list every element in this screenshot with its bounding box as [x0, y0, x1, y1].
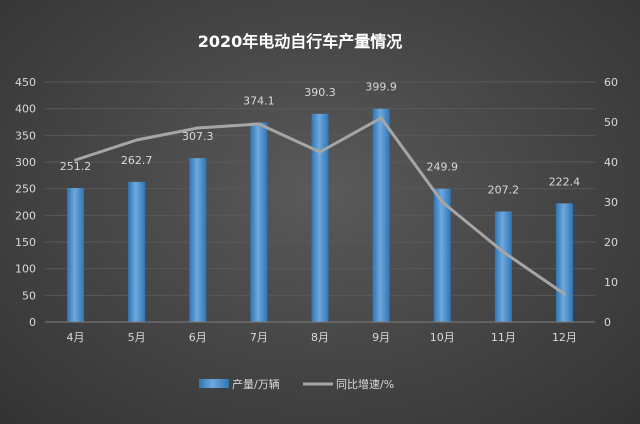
data-label: 222.4 — [549, 175, 581, 188]
data-label: 262.7 — [121, 154, 153, 167]
y-right-tick-label: 60 — [604, 76, 618, 89]
data-label: 390.3 — [304, 86, 336, 99]
bar — [189, 158, 207, 322]
growth-line — [74, 116, 566, 296]
data-label: 307.3 — [182, 130, 214, 143]
y-left-tick-label: 400 — [15, 103, 36, 116]
label-layer: 251.2 262.7 307.3 374.1 390.3 399.9 249.9 207.2… — [60, 81, 580, 197]
legend-bar-swatch — [199, 379, 229, 388]
y-left-tick-label: 250 — [15, 183, 36, 196]
x-tick-label: 5月 — [128, 331, 146, 344]
legend-line-label: 同比增速/% — [336, 377, 394, 391]
line-layer — [74, 116, 566, 296]
legend-bar-label: 产量/万辆 — [232, 377, 280, 391]
y-left-tick-label: 0 — [29, 316, 36, 329]
x-tick-label: 4月 — [67, 331, 85, 344]
y-right-tick-label: 50 — [604, 116, 618, 129]
bar-layer — [67, 108, 573, 322]
y-right-tick-label: 30 — [604, 196, 618, 209]
bar — [250, 122, 268, 322]
legend: 产量/万辆 同比增速/% — [199, 377, 394, 391]
x-tick-label: 9月 — [372, 331, 390, 344]
x-tick-label: 12月 — [552, 331, 577, 344]
data-label: 207.2 — [488, 183, 520, 196]
data-label: 249.9 — [426, 161, 458, 174]
y-left-tick-label: 200 — [15, 209, 36, 222]
y-left-tick-label: 350 — [15, 129, 36, 142]
bar — [433, 188, 451, 322]
data-label: 374.1 — [243, 94, 275, 107]
y-left-tick-label: 100 — [15, 263, 36, 276]
bar — [311, 113, 329, 322]
bar — [555, 203, 573, 322]
chart-title: 2020年电动自行车产量情况 — [198, 32, 403, 51]
y-left-tick-label: 450 — [15, 76, 36, 89]
bar — [67, 188, 85, 322]
y-right-tick-label: 10 — [604, 276, 618, 289]
bar — [494, 211, 512, 322]
x-tick-label: 11月 — [491, 331, 516, 344]
data-label: 251.2 — [60, 160, 92, 173]
x-tick-label: 7月 — [250, 331, 268, 344]
y-left-tick-label: 300 — [15, 156, 36, 169]
y-left-tick-label: 150 — [15, 236, 36, 249]
bar — [372, 108, 390, 322]
y-right-tick-label: 20 — [604, 236, 618, 249]
x-tick-label: 10月 — [430, 331, 455, 344]
x-tick-label: 8月 — [311, 331, 329, 344]
y-right-tick-label: 0 — [604, 316, 611, 329]
y-right-tick-label: 40 — [604, 156, 618, 169]
axis-layer: 0 50 100 150 200 250 300 350 400 450 0 10 20 30 40 50 60… — [15, 76, 618, 344]
y-left-tick-label: 50 — [22, 289, 36, 302]
bar — [128, 181, 146, 322]
data-label: 399.9 — [365, 81, 397, 94]
x-tick-label: 6月 — [189, 331, 207, 344]
